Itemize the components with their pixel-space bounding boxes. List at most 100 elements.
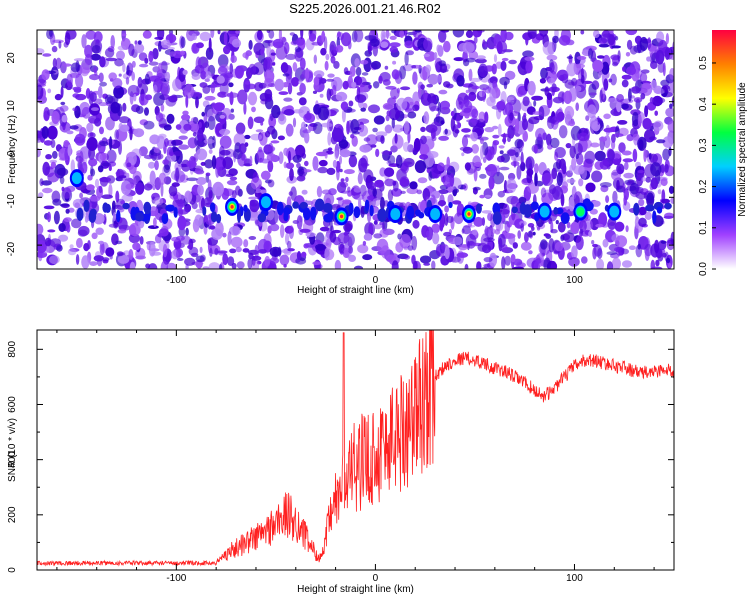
- noise-blob: [283, 97, 293, 102]
- noise-blob: [621, 150, 632, 156]
- noise-blob: [74, 105, 81, 119]
- noise-blob: [348, 100, 354, 107]
- noise-blob: [325, 238, 332, 251]
- noise-blob: [184, 257, 196, 266]
- noise-blob: [372, 198, 381, 207]
- noise-blob: [178, 144, 190, 150]
- noise-blob: [162, 159, 170, 166]
- noise-blob: [340, 101, 349, 111]
- noise-blob: [175, 167, 180, 182]
- noise-blob: [355, 66, 362, 77]
- noise-blob: [243, 102, 247, 115]
- noise-blob: [199, 31, 211, 42]
- noise-blob: [109, 254, 113, 260]
- noise-blob: [336, 181, 347, 194]
- noise-blob: [480, 266, 489, 269]
- noise-blob: [498, 145, 505, 149]
- noise-blob: [117, 229, 126, 233]
- noise-blob: [566, 221, 571, 229]
- noise-blob: [148, 206, 159, 217]
- noise-blob: [562, 232, 575, 243]
- noise-blob: [588, 92, 597, 96]
- noise-blob: [99, 152, 110, 162]
- noise-blob: [178, 193, 182, 200]
- noise-blob: [79, 62, 90, 77]
- noise-blob: [301, 189, 308, 195]
- noise-blob: [269, 257, 280, 264]
- noise-blob: [512, 242, 518, 249]
- noise-blob: [329, 230, 337, 243]
- noise-blob: [665, 33, 670, 45]
- noise-blob: [128, 222, 141, 237]
- noise-blob: [169, 151, 174, 157]
- noise-blob: [517, 65, 521, 70]
- noise-blob: [93, 255, 105, 262]
- noise-blob: [616, 163, 625, 175]
- noise-blob: [81, 106, 91, 119]
- noise-blob: [317, 166, 328, 174]
- noise-blob: [360, 205, 365, 218]
- noise-blob: [199, 246, 203, 254]
- noise-blob: [160, 260, 168, 269]
- noise-blob: [70, 159, 76, 174]
- noise-blob: [266, 153, 277, 162]
- noise-blob: [196, 177, 207, 185]
- band-blob: [530, 201, 539, 211]
- noise-blob: [622, 66, 626, 72]
- noise-blob: [235, 246, 242, 253]
- noise-blob: [407, 130, 411, 144]
- noise-blob: [444, 205, 449, 213]
- noise-blob: [650, 79, 658, 91]
- noise-blob: [104, 47, 115, 58]
- noise-blob: [98, 240, 105, 245]
- snr-line-panel: -100 0 100 0 200 400 600 800 Height of straight …: [7, 329, 675, 595]
- noise-blob: [347, 40, 352, 50]
- noise-blob: [74, 133, 86, 146]
- y-tick-label: -10: [6, 194, 17, 209]
- noise-blob: [423, 37, 433, 51]
- band-blob: [276, 201, 284, 216]
- band-blob: [475, 203, 482, 214]
- noise-blob: [611, 257, 621, 269]
- noise-blob: [474, 161, 483, 167]
- colorbar-tick-label: 0.0: [698, 262, 709, 276]
- noise-blob: [132, 242, 141, 251]
- noise-blob: [270, 140, 280, 144]
- noise-blob: [110, 101, 121, 114]
- noise-blob: [426, 151, 439, 159]
- noise-blob: [488, 252, 498, 267]
- noise-blob: [250, 133, 262, 141]
- noise-blob: [353, 265, 364, 269]
- noise-blob: [282, 73, 290, 77]
- noise-blob: [636, 174, 644, 187]
- noise-blob: [122, 62, 126, 73]
- noise-blob: [363, 137, 371, 142]
- noise-blob: [503, 81, 508, 90]
- noise-blob: [615, 235, 628, 248]
- x-axis-label: Height of straight line (km): [297, 584, 414, 595]
- noise-blob: [462, 42, 475, 54]
- noise-blob: [247, 258, 253, 269]
- noise-blob: [354, 58, 360, 68]
- noise-blob: [453, 107, 457, 120]
- noise-blob: [66, 130, 74, 135]
- noise-blob: [270, 113, 274, 122]
- noise-blob: [121, 33, 127, 37]
- x-tick-label: 100: [566, 573, 583, 584]
- noise-blob: [204, 78, 210, 82]
- noise-blob: [382, 102, 394, 110]
- noise-blob: [412, 104, 420, 112]
- noise-blob: [461, 128, 471, 133]
- noise-blob: [504, 255, 512, 266]
- noise-blob: [362, 102, 368, 109]
- noise-blob: [662, 148, 670, 161]
- noise-blob: [643, 148, 647, 163]
- y-tick-label: -20: [6, 241, 17, 256]
- noise-blob: [338, 241, 345, 254]
- noise-blob: [313, 70, 325, 78]
- noise-blob: [343, 231, 347, 236]
- noise-blob: [81, 161, 88, 174]
- noise-blob: [263, 145, 276, 153]
- noise-blob: [540, 187, 547, 198]
